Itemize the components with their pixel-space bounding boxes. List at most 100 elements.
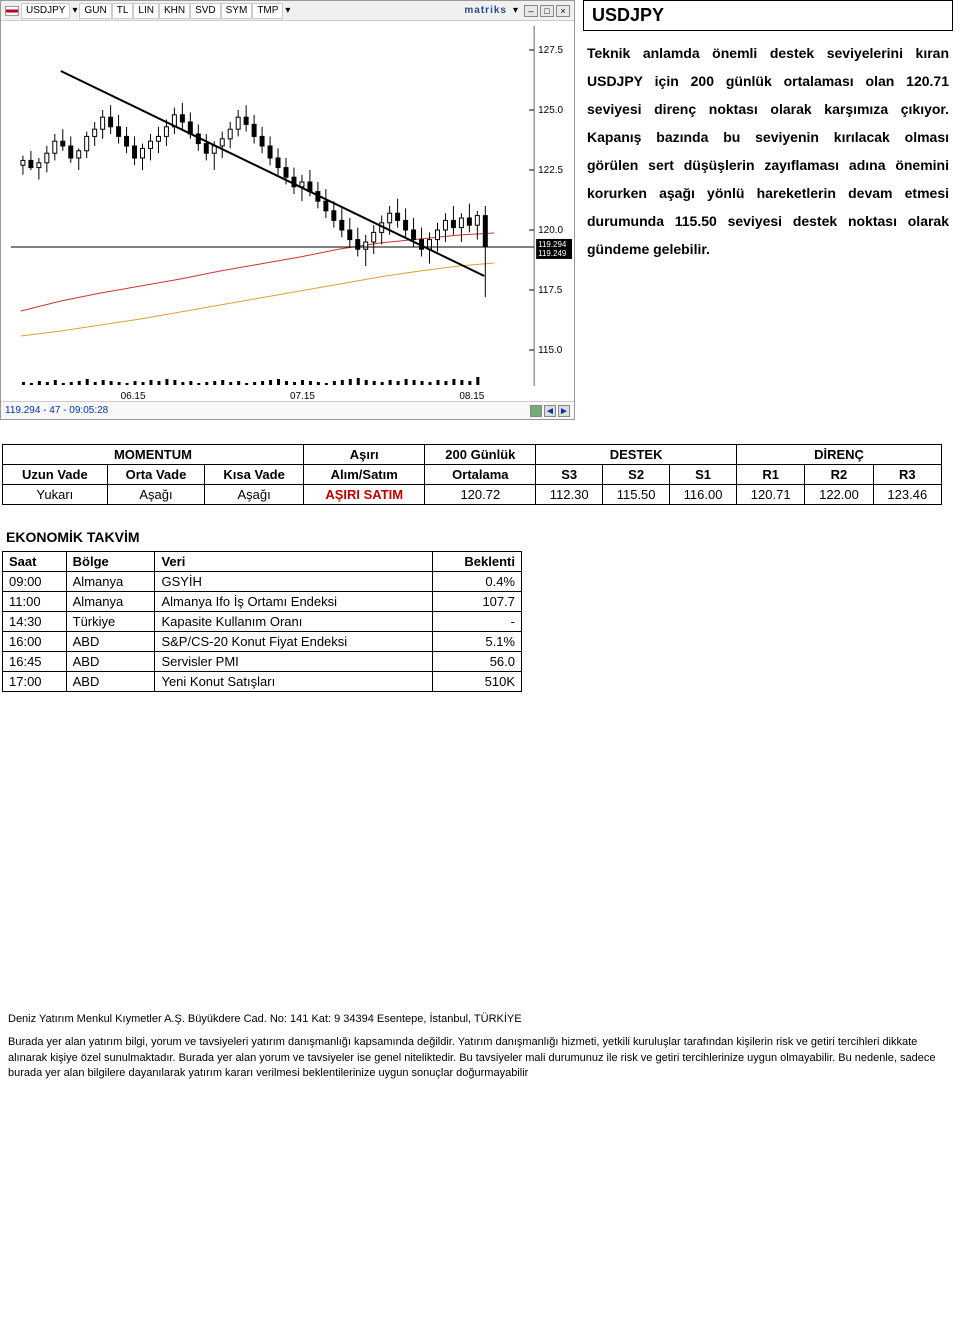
nav-next-icon[interactable]: ► [558, 405, 570, 417]
dropdown-icon[interactable]: ▾ [513, 5, 518, 16]
flag-icon [5, 6, 19, 16]
disclaimer: Deniz Yatırım Menkul Kıymetler A.Ş. Büyü… [0, 1012, 960, 1102]
calendar-cell: Almanya Ifo İş Ortamı Endeksi [155, 592, 433, 612]
calendar-cell: 5.1% [433, 632, 522, 652]
momentum-subheader: R2 [805, 465, 873, 485]
chart-toolbar: USDJPY ▾ GUNTLLINKHNSVDSYMTMP ▾ matriks … [1, 1, 574, 21]
close-icon[interactable]: × [556, 5, 570, 17]
svg-text:117.5: 117.5 [538, 285, 563, 296]
chart-window: USDJPY ▾ GUNTLLINKHNSVDSYMTMP ▾ matriks … [0, 0, 575, 420]
calendar-header: Bölge [66, 552, 155, 572]
svg-text:115.0: 115.0 [538, 345, 563, 356]
calendar-table: SaatBölgeVeriBeklenti 09:00AlmanyaGSYİH0… [2, 551, 522, 692]
table-row: 11:00AlmanyaAlmanya Ifo İş Ortamı Endeks… [3, 592, 522, 612]
svg-text:122.5: 122.5 [538, 165, 563, 176]
svg-text:08.15: 08.15 [459, 391, 484, 401]
svg-text:119.249: 119.249 [538, 249, 567, 258]
momentum-cell: Aşağı [107, 485, 205, 505]
calendar-cell: 107.7 [433, 592, 522, 612]
globe-icon[interactable] [530, 405, 542, 417]
momentum-cell: 122.00 [805, 485, 873, 505]
dropdown-icon[interactable]: ▾ [72, 5, 77, 16]
calendar-cell: 0.4% [433, 572, 522, 592]
calendar-cell: - [433, 612, 522, 632]
table-row: 16:00ABDS&P/CS-20 Konut Fiyat Endeksi5.1… [3, 632, 522, 652]
calendar-cell: Almanya [66, 572, 155, 592]
status-text: 119.294 - 47 - 09:05:28 [5, 405, 108, 416]
calendar-cell: 16:45 [3, 652, 67, 672]
momentum-subheader: S1 [670, 465, 737, 485]
toolbar-btn-lin[interactable]: LIN [133, 3, 159, 19]
momentum-header: Aşırı [303, 445, 425, 465]
svg-text:06.15: 06.15 [121, 391, 146, 401]
calendar-cell: Yeni Konut Satışları [155, 672, 433, 692]
momentum-subheader: Orta Vade [107, 465, 205, 485]
table-row: 16:45ABDServisler PMI56.0 [3, 652, 522, 672]
calendar-cell: Kapasite Kullanım Oranı [155, 612, 433, 632]
momentum-cell: 116.00 [670, 485, 737, 505]
svg-text:119.294: 119.294 [538, 240, 567, 249]
momentum-subheader: Kısa Vade [205, 465, 304, 485]
analysis-panel: USDJPY Teknik anlamda önemli destek sevi… [583, 0, 953, 263]
toolbar-btn-sym[interactable]: SYM [221, 3, 253, 19]
svg-text:120.0: 120.0 [538, 225, 563, 236]
momentum-cell: Yukarı [3, 485, 108, 505]
calendar-cell: S&P/CS-20 Konut Fiyat Endeksi [155, 632, 433, 652]
calendar-cell: Servisler PMI [155, 652, 433, 672]
momentum-cell: 112.30 [536, 485, 603, 505]
symbol-label[interactable]: USDJPY [21, 3, 70, 19]
calendar-cell: 56.0 [433, 652, 522, 672]
momentum-cell: Aşağı [205, 485, 304, 505]
calendar-cell: Almanya [66, 592, 155, 612]
chart-status-bar: 119.294 - 47 - 09:05:28 ◄ ► [1, 401, 574, 419]
momentum-cell: AŞIRI SATIM [303, 485, 425, 505]
calendar-cell: ABD [66, 652, 155, 672]
dropdown-icon[interactable]: ▾ [285, 5, 290, 16]
momentum-cell: 115.50 [603, 485, 670, 505]
calendar-cell: ABD [66, 632, 155, 652]
toolbar-btn-tmp[interactable]: TMP [252, 3, 283, 19]
panel-body: Teknik anlamda önemli destek seviyelerin… [583, 31, 953, 263]
momentum-cell: 120.71 [737, 485, 805, 505]
toolbar-btn-gun[interactable]: GUN [79, 3, 111, 19]
toolbar-btn-tl[interactable]: TL [112, 3, 134, 19]
toolbar-btn-khn[interactable]: KHN [159, 3, 190, 19]
table-row: 14:30TürkiyeKapasite Kullanım Oranı- [3, 612, 522, 632]
calendar-cell: 17:00 [3, 672, 67, 692]
calendar-header: Saat [3, 552, 67, 572]
momentum-header: DİRENÇ [737, 445, 942, 465]
toolbar-btn-svd[interactable]: SVD [190, 3, 221, 19]
momentum-subheader: S3 [536, 465, 603, 485]
table-row: 17:00ABDYeni Konut Satışları510K [3, 672, 522, 692]
momentum-cell: 120.72 [425, 485, 536, 505]
calendar-cell: 510K [433, 672, 522, 692]
momentum-subheader: Ortalama [425, 465, 536, 485]
momentum-header: MOMENTUM [3, 445, 304, 465]
calendar-header: Beklenti [433, 552, 522, 572]
momentum-subheader: Alım/Satım [303, 465, 425, 485]
calendar-header: Veri [155, 552, 433, 572]
svg-text:127.5: 127.5 [538, 45, 563, 56]
momentum-subheader: Uzun Vade [3, 465, 108, 485]
calendar-title: EKONOMİK TAKVİM [6, 529, 960, 545]
momentum-subheader: R3 [873, 465, 941, 485]
table-row: 09:00AlmanyaGSYİH0.4% [3, 572, 522, 592]
minimize-icon[interactable]: – [524, 5, 538, 17]
calendar-cell: 09:00 [3, 572, 67, 592]
calendar-cell: 11:00 [3, 592, 67, 612]
brand-label: matriks [460, 5, 511, 16]
chart-plot[interactable]: 115.0 117.5 120.0 122.5 125.0 127.5 119.294119… [1, 21, 574, 401]
svg-text:07.15: 07.15 [290, 391, 315, 401]
momentum-table: MOMENTUMAşırı200 GünlükDESTEKDİRENÇ Uzun… [2, 444, 942, 505]
svg-text:125.0: 125.0 [538, 105, 563, 116]
maximize-icon[interactable]: □ [540, 5, 554, 17]
panel-title: USDJPY [583, 0, 953, 31]
momentum-header: DESTEK [536, 445, 737, 465]
calendar-cell: Türkiye [66, 612, 155, 632]
calendar-cell: 16:00 [3, 632, 67, 652]
momentum-header: 200 Günlük [425, 445, 536, 465]
momentum-subheader: S2 [603, 465, 670, 485]
nav-prev-icon[interactable]: ◄ [544, 405, 556, 417]
momentum-subheader: R1 [737, 465, 805, 485]
calendar-cell: 14:30 [3, 612, 67, 632]
